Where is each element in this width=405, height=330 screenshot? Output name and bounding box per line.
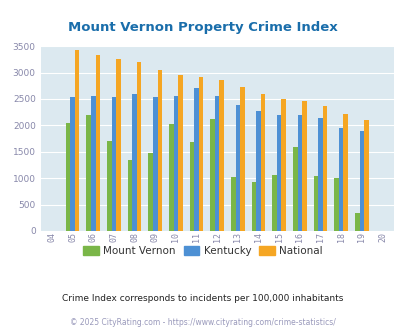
Bar <box>136 61 141 231</box>
Bar <box>318 118 322 231</box>
Bar <box>128 160 132 231</box>
Bar <box>297 115 301 231</box>
Legend: Mount Vernon, Kentucky, National: Mount Vernon, Kentucky, National <box>79 242 326 260</box>
Text: Mount Vernon Property Crime Index: Mount Vernon Property Crime Index <box>68 21 337 34</box>
Bar <box>153 97 157 231</box>
Bar <box>363 119 368 231</box>
Bar <box>343 114 347 231</box>
Bar <box>292 147 297 231</box>
Bar <box>132 94 136 231</box>
Bar <box>260 94 265 231</box>
Bar <box>70 97 75 231</box>
Bar <box>235 105 239 231</box>
Bar <box>214 96 219 231</box>
Text: Crime Index corresponds to incidents per 100,000 inhabitants: Crime Index corresponds to incidents per… <box>62 294 343 303</box>
Bar <box>95 55 100 231</box>
Bar <box>230 177 235 231</box>
Bar <box>219 80 224 231</box>
Bar <box>157 71 162 231</box>
Bar <box>239 87 244 231</box>
Bar <box>322 106 326 231</box>
Bar <box>66 123 70 231</box>
Bar <box>359 131 363 231</box>
Bar <box>338 127 343 231</box>
Bar <box>251 182 256 231</box>
Bar <box>189 142 194 231</box>
Bar <box>301 101 306 231</box>
Bar <box>198 77 203 231</box>
Bar <box>256 111 260 231</box>
Text: © 2025 CityRating.com - https://www.cityrating.com/crime-statistics/: © 2025 CityRating.com - https://www.city… <box>70 318 335 327</box>
Bar <box>333 178 338 231</box>
Bar <box>281 99 285 231</box>
Bar <box>148 153 153 231</box>
Bar <box>91 96 95 231</box>
Bar <box>313 176 318 231</box>
Bar <box>86 115 91 231</box>
Bar <box>272 175 276 231</box>
Bar <box>276 115 281 231</box>
Bar <box>178 75 182 231</box>
Bar <box>210 118 214 231</box>
Bar <box>107 141 111 231</box>
Bar <box>173 96 178 231</box>
Bar <box>168 124 173 231</box>
Bar <box>111 97 116 231</box>
Bar <box>75 50 79 231</box>
Bar <box>194 88 198 231</box>
Bar <box>116 59 120 231</box>
Bar <box>354 213 359 231</box>
